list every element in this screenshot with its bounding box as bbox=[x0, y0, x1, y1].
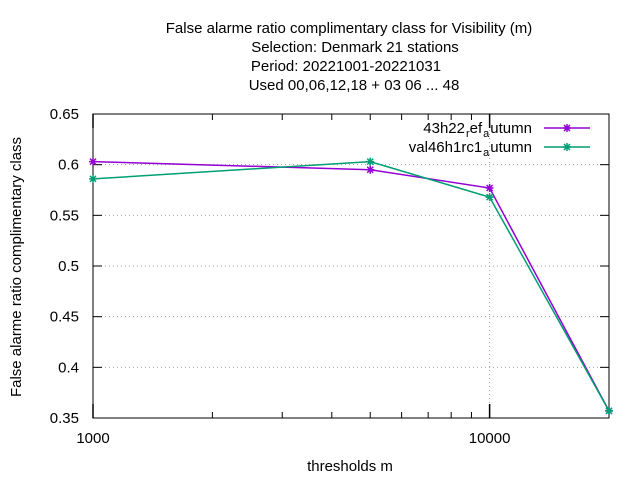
legend: 43h22refautumn val46h1rc1autumn bbox=[409, 120, 590, 159]
x-tick-label: 1000 bbox=[76, 430, 109, 447]
x-tick-label: 10000 bbox=[469, 430, 511, 447]
series-1-point bbox=[366, 165, 375, 174]
series-layer bbox=[89, 157, 613, 415]
series-2-point bbox=[605, 406, 613, 415]
legend-label-1: 43h22refautumn bbox=[423, 120, 532, 140]
x-tick-labels: 1000 10000 bbox=[76, 430, 510, 447]
legend-entry-1: 43h22refautumn bbox=[423, 120, 590, 140]
y-tick-label: 0.55 bbox=[50, 207, 79, 224]
y-tick-label: 0.4 bbox=[58, 359, 79, 376]
series-line-1 bbox=[92, 160, 610, 412]
chart-title: False alarme ratio complimentary class f… bbox=[166, 20, 532, 94]
series-2-point bbox=[485, 193, 494, 202]
legend-label-2: val46h1rc1autumn bbox=[409, 139, 532, 159]
y-tick-labels: 0.35 0.4 0.45 0.5 0.55 0.6 0.65 bbox=[50, 106, 79, 427]
legend-marker-2 bbox=[563, 143, 571, 151]
plot-frame bbox=[92, 113, 610, 419]
series-line-2 bbox=[92, 160, 610, 412]
y-tick-label: 0.6 bbox=[58, 157, 79, 174]
y-tick-label: 0.65 bbox=[50, 106, 79, 123]
series-2-point bbox=[89, 174, 97, 183]
title-line-2: Selection: Denmark 21 stations bbox=[251, 39, 459, 56]
series-2-point bbox=[366, 157, 375, 166]
y-tick-label: 0.45 bbox=[50, 309, 79, 326]
series-1-point bbox=[485, 183, 494, 192]
legend-marker-symbol bbox=[563, 143, 571, 151]
legend-marker-1 bbox=[563, 124, 571, 132]
title-line-3: Period: 20221001-20221031 bbox=[251, 58, 441, 75]
x-axis-label: thresholds m bbox=[307, 458, 393, 475]
grid bbox=[93, 114, 609, 418]
title-line-1: False alarme ratio complimentary class f… bbox=[166, 20, 532, 37]
legend-entry-2: val46h1rc1autumn bbox=[409, 139, 590, 159]
y-tick-label: 0.5 bbox=[58, 258, 79, 275]
y-tick-label: 0.35 bbox=[50, 410, 79, 427]
legend-marker-symbol bbox=[563, 124, 571, 132]
title-line-4: Used 00,06,12,18 + 03 06 ... 48 bbox=[249, 77, 460, 94]
y-axis-label: False alarme ratio complimentary class bbox=[8, 137, 25, 397]
series-1-point bbox=[89, 157, 97, 166]
